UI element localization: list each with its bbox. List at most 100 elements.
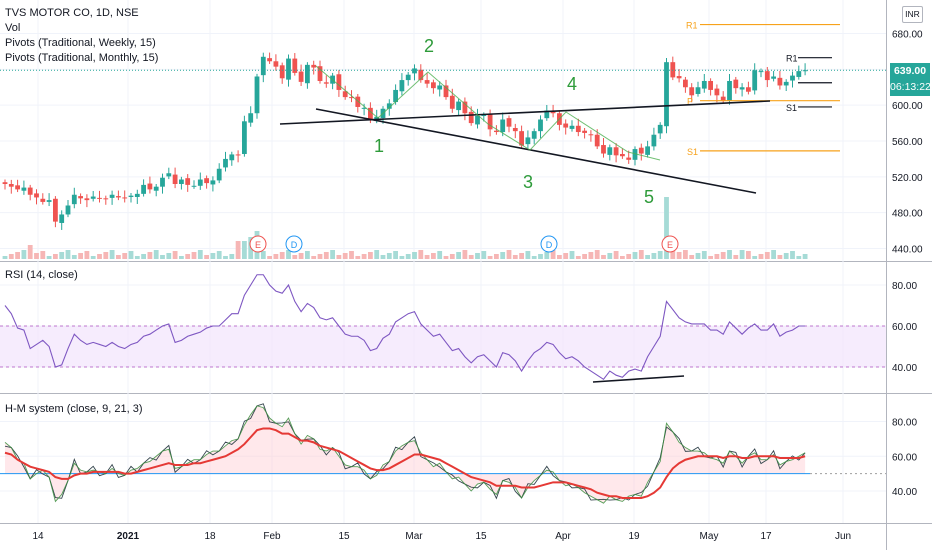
candle-body (733, 79, 739, 89)
rsi-legend[interactable]: RSI (14, close) (5, 269, 78, 281)
volume-bar (292, 255, 298, 259)
candle-body (538, 119, 543, 132)
volume-bar (569, 251, 575, 259)
volume-bar (481, 251, 487, 259)
dividend-marker (285, 235, 303, 253)
candle-body (468, 111, 474, 124)
volume-bar (664, 197, 669, 259)
candle-body (764, 71, 770, 81)
candle-body (90, 196, 96, 199)
candle-body (746, 87, 751, 92)
price-legend: TVS MOTOR CO, 1D, NSE Vol Pivots (Tradit… (5, 6, 158, 66)
candle-body (279, 65, 285, 79)
candle-body (53, 198, 58, 222)
candle-body (242, 121, 247, 154)
candle-body (620, 153, 625, 157)
volume-bar (405, 254, 411, 259)
candle-body (116, 196, 121, 198)
price-layer: R1 P S1 R1 S1 1 2 3 4 5 E D D E (0, 21, 886, 259)
candle-body (456, 101, 461, 111)
candle-body (771, 76, 776, 79)
candle-body (103, 198, 109, 200)
candle-body (399, 80, 405, 92)
indicator-pivots-weekly[interactable]: Pivots (Traditional, Weekly, 15) (5, 37, 156, 49)
volume-bar (594, 250, 600, 259)
candle-body (336, 74, 342, 90)
wave-zigzag (315, 65, 661, 161)
indicator-pivots-monthly[interactable]: Pivots (Traditional, Monthly, 15) (5, 52, 159, 64)
volume-bar (418, 250, 424, 259)
candle-body (311, 64, 317, 68)
rsi-band-fill (0, 326, 886, 367)
volume-bar (764, 252, 770, 259)
volume-bar (223, 256, 228, 259)
x-axis-label: Jun (835, 531, 851, 542)
x-axis-label: 19 (628, 531, 640, 542)
candle-body (273, 61, 279, 67)
candle-body (431, 82, 436, 89)
axis-layer: 680.00640.00600.00560.00520.00480.00440.… (32, 30, 923, 543)
candle-body (783, 81, 789, 86)
volume-bar (305, 251, 310, 259)
volume-bar (46, 256, 52, 259)
candle-body (531, 131, 537, 139)
volume-bar (563, 253, 569, 259)
candle-body (790, 75, 795, 81)
volume-bar (701, 251, 707, 259)
volume-bar (15, 252, 20, 259)
pivot-s1-weekly-label: S1 (786, 103, 797, 113)
candle-body (796, 71, 802, 77)
candle-body (727, 80, 732, 101)
volume-bar (613, 251, 619, 259)
volume-bar (386, 253, 392, 259)
indicator-vol[interactable]: Vol (5, 22, 21, 34)
currency-badge[interactable]: INR (902, 6, 923, 23)
candle-body (758, 71, 764, 73)
volume-bar (59, 252, 65, 259)
candle-body (15, 185, 20, 190)
candle-body (46, 200, 52, 202)
volume-bar (172, 251, 178, 259)
symbol-title[interactable]: TVS MOTOR CO, 1D, NSE (5, 7, 139, 19)
candle-body (607, 147, 613, 155)
volume-bar (260, 251, 266, 259)
candle-body (626, 157, 632, 160)
hm-fill (5, 405, 806, 504)
candle-body (298, 71, 304, 82)
candle-body (166, 173, 172, 177)
volume-bar (235, 241, 241, 259)
volume-bar (128, 251, 134, 259)
candle-body (355, 96, 361, 107)
hm-slow-line (4, 427, 806, 499)
volume-bar (651, 253, 657, 259)
volume-bar (512, 255, 518, 259)
candle-body (588, 134, 594, 136)
hm-fast-line (4, 405, 806, 504)
candle-body (695, 87, 701, 94)
volume-bar (210, 253, 216, 259)
candle-body (487, 113, 493, 130)
volume-bar (582, 254, 587, 259)
hm-tick-label: 80.00 (892, 418, 917, 429)
x-axis-label: May (700, 531, 719, 542)
volume-bar (323, 252, 329, 259)
x-axis-label: 15 (475, 531, 487, 542)
candle-body (8, 184, 14, 187)
candle-body (323, 82, 329, 84)
candle-body (122, 197, 128, 199)
volume-bar (147, 252, 153, 259)
wave-label-3: 3 (523, 172, 533, 192)
volume-bar (71, 255, 77, 259)
earnings-marker-label: E (667, 240, 673, 250)
candle-body (349, 97, 354, 99)
candle-body (2, 182, 8, 184)
wave-label-5: 5 (644, 187, 654, 207)
volume-bar (191, 252, 197, 259)
volume-bar (342, 253, 348, 259)
candle-body (305, 64, 310, 84)
candle-body (191, 185, 197, 187)
volume-bar (746, 251, 751, 259)
hm-legend[interactable]: H-M system (close, 9, 21, 3) (5, 403, 143, 415)
